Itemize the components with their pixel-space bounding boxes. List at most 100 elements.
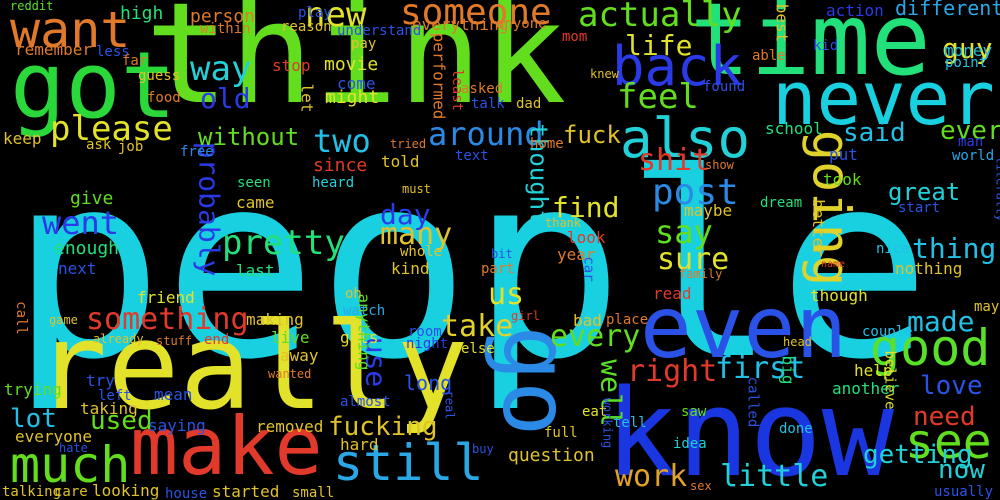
word-went: went xyxy=(42,204,120,242)
word-fucking: fucking xyxy=(328,412,438,442)
word-mean: mean xyxy=(154,385,193,404)
word-took: took xyxy=(823,170,862,189)
word-post: post xyxy=(652,172,739,213)
word-since: since xyxy=(313,155,368,176)
word-anyone: anyone xyxy=(496,16,547,32)
word-point: point xyxy=(945,55,988,71)
word-put: put xyxy=(829,145,858,164)
word-full: full xyxy=(544,425,578,441)
word-stuff: stuff xyxy=(156,334,193,348)
word-far: far xyxy=(122,53,148,69)
word-say: say xyxy=(655,213,713,251)
word-show: show xyxy=(705,158,734,172)
word-friend: friend xyxy=(137,288,195,307)
word-great: great xyxy=(888,178,961,206)
word-thank: thank xyxy=(545,216,582,230)
word-found: found xyxy=(703,79,746,95)
word-game: game xyxy=(49,313,78,327)
word-working: working xyxy=(600,397,615,449)
word-find: find xyxy=(552,191,620,224)
word-looking: looking xyxy=(92,481,160,500)
word-year: year xyxy=(557,245,596,264)
word-free: free xyxy=(180,144,214,160)
word-two: two xyxy=(313,122,371,160)
word-though: though xyxy=(810,286,868,305)
word-must: must xyxy=(402,182,431,196)
word-gets: gets xyxy=(340,328,379,347)
word-less: less xyxy=(96,44,130,60)
word-first: first xyxy=(715,351,806,386)
word-started: started xyxy=(212,482,280,500)
word-nice: nice xyxy=(876,241,910,257)
word-away: away xyxy=(280,346,319,365)
word-another: another xyxy=(832,379,900,398)
word-person: person xyxy=(190,6,256,27)
word-now: now xyxy=(938,455,985,485)
word-hate: hate xyxy=(59,441,88,455)
word-know: know xyxy=(605,365,894,500)
word-different: different xyxy=(895,0,1000,20)
word-understand: understand xyxy=(337,23,422,39)
word-something: something xyxy=(86,302,249,337)
word-food: food xyxy=(147,90,181,106)
word-pretty: pretty xyxy=(222,223,345,263)
word-give: give xyxy=(70,188,114,209)
word-end: end xyxy=(204,332,230,348)
word-everything: everything xyxy=(412,15,509,34)
word-world: world xyxy=(952,148,995,164)
word-guy: guy xyxy=(942,32,993,65)
word-couple: couple xyxy=(862,324,913,340)
word-work: work xyxy=(615,459,688,494)
word-real: real xyxy=(442,390,457,420)
word-sure: sure xyxy=(657,242,730,277)
word-usually: usually xyxy=(934,484,994,500)
word-big: big xyxy=(778,355,798,385)
word-tried: tried xyxy=(390,137,427,151)
word-day: day xyxy=(380,198,431,231)
word-life: life xyxy=(625,29,693,62)
word-eat: eat xyxy=(582,404,608,420)
word-heard: heard xyxy=(312,175,355,191)
word-see: see xyxy=(905,414,992,470)
word-good: good xyxy=(870,319,991,377)
word-come: come xyxy=(337,74,376,93)
word-live: live xyxy=(271,328,310,347)
word-done: done xyxy=(779,421,813,437)
word-bad: bad xyxy=(573,311,602,330)
word-ask: ask xyxy=(86,137,112,153)
word-idea: idea xyxy=(673,436,707,452)
word-pay: pay xyxy=(351,36,377,52)
word-girl: girl xyxy=(511,309,540,323)
word-might: might xyxy=(325,87,380,108)
word-oh: oh xyxy=(345,286,362,302)
word-whole: whole xyxy=(400,244,443,260)
word-best: best xyxy=(772,3,792,43)
word-believe: believe xyxy=(881,350,898,410)
word-old: old xyxy=(200,82,251,115)
word-dad: dad xyxy=(516,96,542,112)
word-better: better xyxy=(808,199,828,257)
word-think: think xyxy=(145,0,567,136)
word-bit: bit xyxy=(491,247,513,261)
word-right: right xyxy=(627,354,718,389)
word-high: high xyxy=(120,3,164,24)
word-play: play xyxy=(298,5,332,21)
word-money: money xyxy=(944,41,993,60)
word-nothing: nothing xyxy=(895,259,963,278)
word-school: school xyxy=(765,119,823,138)
word-taking: taking xyxy=(80,399,138,418)
word-within: within xyxy=(200,21,251,37)
word-actually: actually xyxy=(578,0,742,35)
word-place: place xyxy=(606,312,649,328)
word-never: never xyxy=(772,56,995,142)
word-text: text xyxy=(455,148,489,164)
word-let: let xyxy=(297,83,317,113)
word-talking: talking xyxy=(2,484,62,500)
word-asked: asked xyxy=(461,81,504,97)
word-many: many xyxy=(380,217,453,252)
word-people: people xyxy=(10,119,932,416)
word-ever: ever xyxy=(940,116,1000,146)
word-house: house xyxy=(165,486,208,500)
word-knew: knew xyxy=(590,67,619,81)
word-look: look xyxy=(567,228,606,247)
